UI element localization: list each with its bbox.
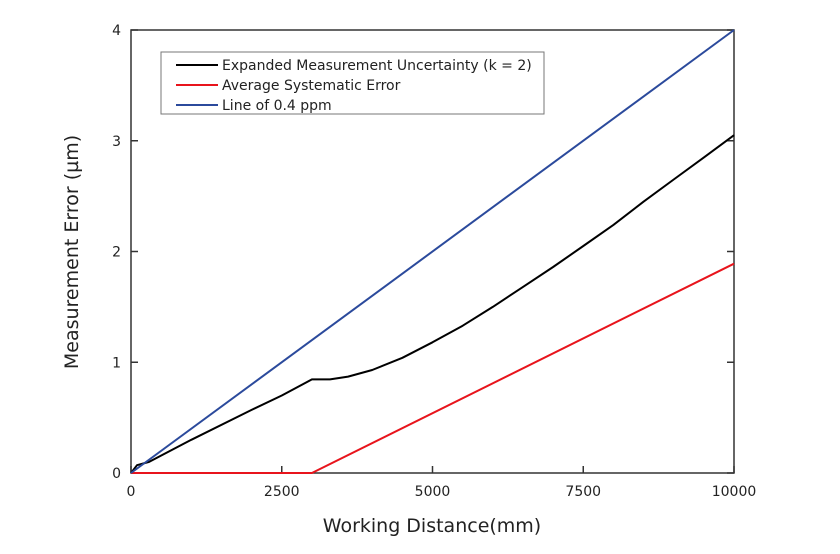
x-tick-label: 2500 [264, 484, 300, 500]
y-axis-label: Measurement Error (µm) [61, 135, 83, 369]
x-tick-label: 10000 [712, 484, 757, 500]
legend: Expanded Measurement Uncertainty (k = 2)… [160, 51, 545, 115]
legend-label-0: Expanded Measurement Uncertainty (k = 2) [222, 58, 532, 74]
y-tick-label: 3 [112, 134, 121, 150]
legend-label-2: Line of 0.4 ppm [222, 98, 332, 114]
x-tick-label: 5000 [415, 484, 451, 500]
x-tick-label: 0 [127, 484, 136, 500]
y-tick-label: 1 [112, 355, 121, 371]
y-tick-label: 2 [112, 245, 121, 261]
x-tick-label: 7500 [565, 484, 601, 500]
series-line-1 [131, 262, 735, 474]
y-tick-label: 0 [112, 466, 121, 482]
series-line-0 [130, 134, 735, 474]
legend-label-1: Average Systematic Error [222, 78, 401, 94]
series-line-2 [130, 29, 735, 474]
x-axis-label: Working Distance(mm) [323, 515, 541, 537]
y-tick-label: 4 [112, 23, 121, 39]
legend-box [160, 51, 545, 115]
